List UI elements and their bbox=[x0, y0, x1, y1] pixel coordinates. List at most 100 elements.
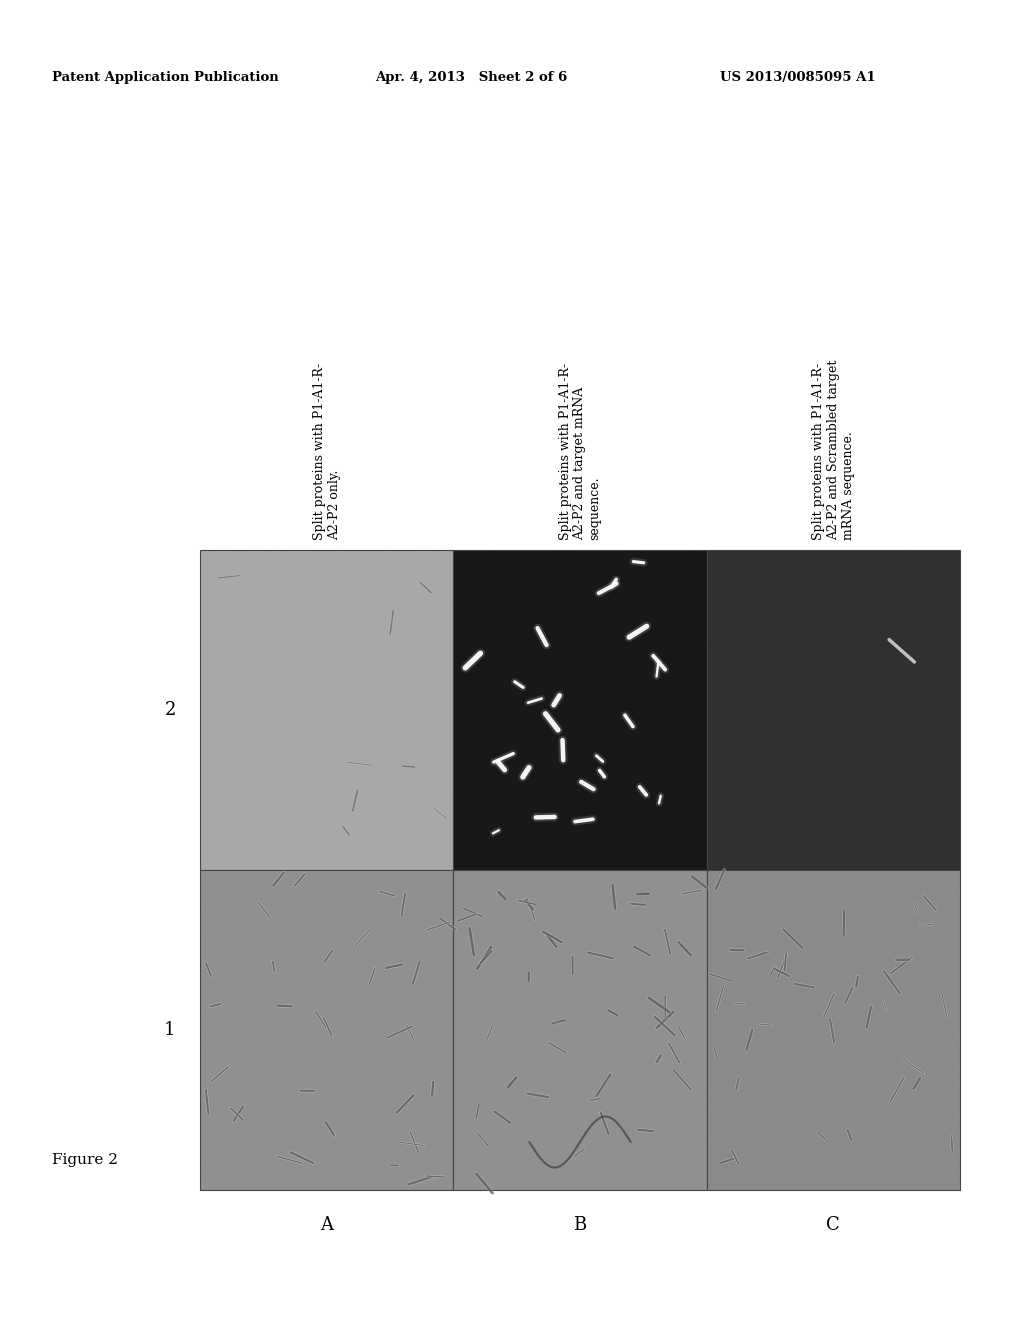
Point bbox=[439, 612, 456, 634]
Point bbox=[898, 577, 914, 598]
Point bbox=[359, 692, 376, 713]
Point bbox=[432, 1143, 449, 1164]
Point bbox=[288, 734, 304, 755]
Point bbox=[743, 917, 760, 939]
Point bbox=[354, 837, 371, 858]
Point bbox=[209, 627, 225, 648]
Point bbox=[932, 1148, 948, 1170]
Point bbox=[471, 1044, 487, 1065]
Point bbox=[298, 1111, 314, 1133]
Point bbox=[760, 673, 776, 694]
Point bbox=[778, 667, 795, 688]
Point bbox=[833, 734, 849, 755]
Point bbox=[629, 1036, 645, 1057]
Point bbox=[751, 1118, 767, 1139]
Point bbox=[557, 737, 573, 758]
Point bbox=[377, 601, 393, 622]
Point bbox=[328, 945, 344, 966]
Point bbox=[425, 597, 441, 618]
Point bbox=[601, 1044, 617, 1065]
Point bbox=[687, 747, 703, 768]
Point bbox=[540, 735, 556, 756]
Point bbox=[526, 979, 543, 1001]
Point bbox=[228, 729, 245, 750]
Point bbox=[837, 570, 853, 591]
Point bbox=[662, 620, 678, 642]
Point bbox=[208, 655, 224, 676]
Point bbox=[489, 697, 506, 718]
Point bbox=[933, 1071, 949, 1092]
Point bbox=[311, 1097, 328, 1118]
Point bbox=[502, 611, 518, 632]
Point bbox=[910, 713, 927, 734]
Point bbox=[204, 1107, 220, 1129]
Point bbox=[231, 692, 248, 713]
Point bbox=[298, 836, 314, 857]
Point bbox=[755, 1007, 771, 1028]
Point bbox=[402, 853, 419, 874]
Point bbox=[309, 553, 326, 574]
Point bbox=[771, 974, 787, 995]
Point bbox=[787, 928, 804, 949]
Point bbox=[210, 948, 226, 969]
Point bbox=[655, 710, 672, 731]
Point bbox=[272, 913, 289, 935]
Point bbox=[325, 698, 341, 719]
Point bbox=[652, 640, 669, 661]
Point bbox=[658, 970, 675, 991]
Point bbox=[600, 902, 616, 923]
Point bbox=[460, 758, 476, 779]
Point bbox=[860, 785, 877, 807]
Point bbox=[540, 890, 556, 911]
Point bbox=[445, 639, 462, 660]
Point bbox=[216, 883, 232, 904]
Point bbox=[927, 879, 943, 900]
Point bbox=[317, 1173, 334, 1195]
Point bbox=[245, 642, 261, 663]
Point bbox=[247, 552, 263, 573]
Point bbox=[208, 946, 224, 968]
Point bbox=[807, 767, 823, 788]
Point bbox=[306, 598, 323, 619]
Point bbox=[803, 649, 819, 671]
Point bbox=[630, 1002, 646, 1023]
Point bbox=[322, 1096, 338, 1117]
Point bbox=[455, 1010, 471, 1031]
Point bbox=[539, 593, 555, 614]
Point bbox=[923, 1063, 939, 1084]
Point bbox=[579, 830, 595, 851]
Point bbox=[260, 612, 276, 634]
Point bbox=[830, 1039, 847, 1060]
Point bbox=[400, 656, 417, 677]
Point bbox=[382, 688, 398, 709]
Point bbox=[549, 820, 565, 841]
Point bbox=[852, 1151, 868, 1172]
Point bbox=[633, 1022, 649, 1043]
Point bbox=[935, 1152, 951, 1173]
Point bbox=[781, 812, 798, 833]
Point bbox=[262, 750, 279, 771]
Point bbox=[280, 937, 296, 958]
Point bbox=[223, 562, 240, 583]
Point bbox=[483, 1055, 500, 1076]
Point bbox=[733, 1019, 750, 1040]
Point bbox=[535, 541, 551, 562]
Point bbox=[289, 847, 305, 869]
Point bbox=[819, 788, 836, 809]
Point bbox=[927, 991, 943, 1012]
Point bbox=[410, 796, 426, 817]
Point bbox=[675, 953, 691, 974]
Point bbox=[797, 774, 813, 795]
Point bbox=[890, 1041, 906, 1063]
Point bbox=[431, 770, 447, 791]
Point bbox=[366, 979, 382, 1001]
Point bbox=[204, 593, 220, 614]
Point bbox=[701, 1049, 718, 1071]
Point bbox=[383, 611, 399, 632]
Point bbox=[331, 917, 347, 939]
Point bbox=[489, 912, 506, 933]
Point bbox=[707, 1047, 723, 1068]
Point bbox=[516, 1005, 532, 1026]
Point bbox=[428, 676, 444, 697]
Point bbox=[666, 1173, 682, 1195]
